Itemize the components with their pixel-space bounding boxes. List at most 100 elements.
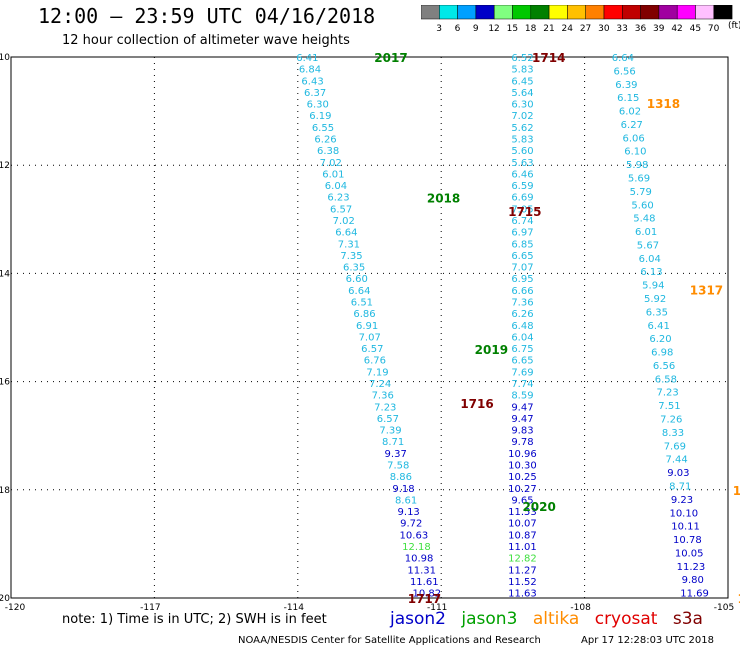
wave-height-value: 12.82 bbox=[508, 554, 537, 565]
wave-height-value: 7.69 bbox=[511, 367, 533, 378]
pass-time-label: 1316 bbox=[733, 484, 740, 498]
wave-height-value: 10.07 bbox=[508, 519, 537, 530]
wave-height-value: 6.98 bbox=[651, 348, 673, 359]
pass-time-label: 1318 bbox=[647, 97, 680, 111]
wave-height-value: 5.60 bbox=[511, 146, 533, 157]
wave-height-value: 5.83 bbox=[511, 65, 533, 76]
wave-height-value: 5.94 bbox=[642, 281, 664, 292]
wave-height-value: 8.59 bbox=[511, 391, 533, 402]
lat-tick-label: -10 bbox=[0, 53, 10, 63]
wave-height-value: 6.43 bbox=[301, 76, 323, 87]
wave-height-value: 8.61 bbox=[395, 495, 417, 506]
wave-height-value: 7.74 bbox=[511, 379, 533, 390]
color-bin-label: 21 bbox=[543, 24, 554, 34]
wave-height-value: 6.35 bbox=[646, 307, 668, 318]
wave-height-value: 7.44 bbox=[665, 455, 687, 466]
wave-height-value: 6.76 bbox=[364, 356, 386, 367]
wave-height-value: 6.38 bbox=[317, 146, 339, 157]
wave-height-value: 6.65 bbox=[511, 251, 533, 262]
wave-height-value: 10.82 bbox=[413, 589, 442, 600]
legend-jason2: jason2 bbox=[390, 609, 446, 629]
wave-height-value: 7.36 bbox=[372, 391, 394, 402]
wave-height-value: 6.26 bbox=[511, 309, 533, 320]
wave-height-value: 9.37 bbox=[385, 449, 407, 460]
wave-height-value: 10.30 bbox=[508, 461, 537, 472]
wave-height-value: 10.78 bbox=[673, 535, 702, 546]
wave-height-value: 6.58 bbox=[655, 374, 677, 385]
wave-height-value: 6.57 bbox=[361, 344, 383, 355]
wave-height-value: 6.52 bbox=[511, 53, 533, 64]
color-bin-label: 6 bbox=[455, 24, 461, 34]
wave-height-value: 7.02 bbox=[320, 158, 342, 169]
wave-height-value: 6.57 bbox=[330, 204, 352, 215]
wave-height-value: 5.48 bbox=[633, 214, 655, 225]
wave-height-value: 10.96 bbox=[508, 449, 537, 460]
wave-height-value: 9.13 bbox=[398, 507, 420, 518]
wave-height-value: 6.01 bbox=[322, 169, 344, 180]
wave-height-value: 5.63 bbox=[511, 158, 533, 169]
wave-height-value: 10.63 bbox=[400, 530, 429, 541]
color-bin-label: 70 bbox=[708, 24, 720, 34]
map-title: 12:00 – 23:59 UTC 04/16/2018 bbox=[38, 4, 376, 28]
footer-note: note: 1) Time is in UTC; 2) SWH is in fe… bbox=[62, 612, 327, 627]
generated-timestamp: Apr 17 12:28:03 UTC 2018 bbox=[581, 635, 714, 646]
satellite-legend: jason2 jason3 altika cryosat s3a bbox=[390, 609, 713, 629]
wave-height-value: 10.98 bbox=[405, 554, 434, 565]
wave-height-value: 9.18 bbox=[392, 484, 414, 495]
color-bin-label: 18 bbox=[525, 24, 537, 34]
pass-time-label: 1717 bbox=[408, 592, 441, 606]
wave-height-value: 9.78 bbox=[511, 437, 533, 448]
wave-height-value: 6.35 bbox=[343, 263, 365, 274]
color-scale-units: (ft) bbox=[728, 21, 740, 31]
wave-height-value: 6.06 bbox=[622, 133, 644, 144]
lat-tick-label: -16 bbox=[0, 378, 10, 388]
wave-height-value: 6.04 bbox=[639, 254, 661, 265]
pass-time-label: 2017 bbox=[374, 51, 407, 65]
wave-height-value: 6.64 bbox=[612, 53, 634, 64]
legend-cryosat: cryosat bbox=[594, 609, 658, 629]
lat-tick-label: -18 bbox=[0, 486, 10, 496]
wave-height-value: 10.11 bbox=[671, 522, 700, 533]
wave-height-value: 6.46 bbox=[511, 169, 533, 180]
pass-time-label: 2019 bbox=[475, 343, 508, 357]
wave-height-value: 8.71 bbox=[382, 437, 404, 448]
wave-height-value: 6.15 bbox=[617, 93, 639, 104]
wave-height-value: 6.04 bbox=[511, 332, 533, 343]
wave-height-value: 6.59 bbox=[511, 181, 533, 192]
wave-height-value: 5.60 bbox=[631, 200, 653, 211]
wave-height-value: 5.67 bbox=[637, 240, 659, 251]
wave-height-value: 11.53 bbox=[508, 507, 537, 518]
color-bin-label: 39 bbox=[653, 24, 665, 34]
wave-height-value: 9.83 bbox=[511, 426, 533, 437]
wave-height-value: 6.23 bbox=[327, 193, 349, 204]
lon-tick-label: -117 bbox=[140, 603, 160, 613]
wave-height-value: 10.10 bbox=[669, 508, 698, 519]
wave-height-value: 9.47 bbox=[511, 402, 533, 413]
credit-line: NOAA/NESDIS Center for Satellite Applica… bbox=[238, 635, 541, 646]
color-bin-label: 36 bbox=[635, 24, 647, 34]
wave-height-value: 6.66 bbox=[511, 286, 533, 297]
wave-height-value: 11.27 bbox=[508, 565, 537, 576]
wave-height-value: 6.41 bbox=[296, 53, 318, 64]
wave-height-value: 7.23 bbox=[657, 388, 679, 399]
wave-height-value: 9.03 bbox=[667, 468, 689, 479]
wave-height-value: 6.19 bbox=[309, 111, 331, 122]
color-bin-label: 27 bbox=[580, 24, 591, 34]
wave-height-value: 8.71 bbox=[669, 481, 691, 492]
pass-time-label: 1715 bbox=[508, 205, 541, 219]
wave-height-value: 11.69 bbox=[680, 589, 709, 600]
wave-height-value: 12.18 bbox=[402, 542, 431, 553]
wave-height-value: 6.64 bbox=[335, 228, 357, 239]
wave-height-value: 10.27 bbox=[508, 484, 537, 495]
wave-height-value: 6.04 bbox=[325, 181, 347, 192]
wave-height-value: 6.57 bbox=[377, 414, 399, 425]
wave-height-value: 5.92 bbox=[644, 294, 666, 305]
wave-height-value: 6.30 bbox=[511, 100, 533, 111]
wave-height-value: 6.84 bbox=[299, 65, 321, 76]
pass-time-label: 1716 bbox=[460, 397, 493, 411]
color-bin-label: 9 bbox=[473, 24, 479, 34]
color-bin-label: 3 bbox=[436, 24, 442, 34]
color-bin-label: 33 bbox=[616, 24, 627, 34]
map-subtitle: 12 hour collection of altimeter wave hei… bbox=[62, 33, 350, 48]
